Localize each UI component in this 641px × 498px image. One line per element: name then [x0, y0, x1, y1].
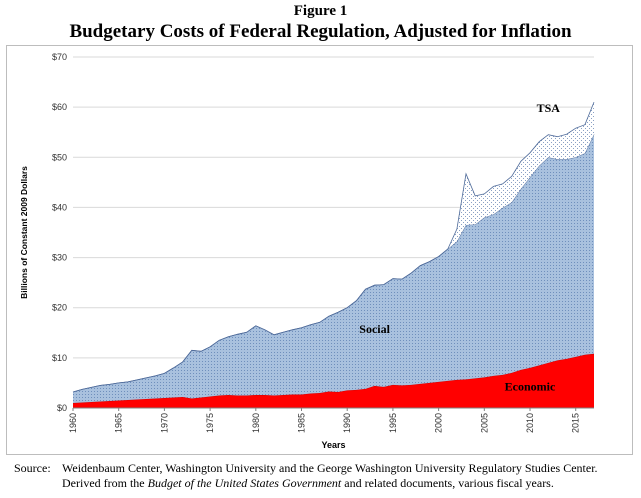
x-tick-label: 2005: [479, 413, 489, 433]
y-tick-label: $10: [52, 353, 67, 363]
axes: $0 $10 $20 $30 $40 $50 $60 $70 1960 1965 1970 1975 1…: [19, 52, 594, 450]
source-line-2a: Derived from the: [62, 476, 148, 490]
y-tick-label: $60: [52, 102, 67, 112]
x-tick-label: 1970: [159, 413, 169, 433]
chart-area: $0 $10 $20 $30 $40 $50 $60 $70 1960 1965 1970 1975 1…: [6, 45, 633, 455]
stacked-area-chart: $0 $10 $20 $30 $40 $50 $60 $70 1960 1965 1970 1975 1…: [19, 52, 595, 450]
economic-label: Economic: [505, 379, 556, 393]
x-tick-label: 1975: [205, 413, 215, 433]
x-tick-label: 2010: [525, 413, 535, 433]
x-tick-label: 1965: [114, 413, 124, 433]
tsa-label: TSA: [537, 101, 561, 115]
area-series: [72, 101, 595, 408]
x-tick-label: 1995: [388, 413, 398, 433]
y-tick-label: $70: [52, 52, 67, 62]
annotations: Economic Social TSA: [359, 101, 560, 393]
tsa-area-outline: [72, 101, 595, 393]
y-tick-label: $20: [52, 303, 67, 313]
x-tick-label: 1990: [342, 413, 352, 433]
social-label: Social: [359, 322, 390, 336]
y-tick-label: $50: [52, 152, 67, 162]
figure-label: Figure 1: [293, 3, 348, 19]
gridlines: [73, 56, 594, 359]
x-tick-label: 1980: [251, 413, 261, 433]
x-tick-label: 1960: [68, 413, 78, 433]
source-line-1: Weidenbaum Center, Washington University…: [62, 461, 598, 475]
social-area: [73, 134, 594, 403]
economic-area: [73, 353, 594, 408]
y-axis-title: Billions of Constant 2009 Dollars: [19, 166, 29, 299]
chart-title: Budgetary Costs of Federal Regulation, A…: [69, 21, 572, 42]
source-note: Source: Weidenbaum Center, Washington Uni…: [14, 461, 634, 491]
y-tick-label: $40: [52, 202, 67, 212]
x-tick-label: 1985: [297, 413, 307, 433]
x-axis-title: Years: [321, 440, 345, 450]
source-line-2-italic: Budget of the United States Government: [147, 476, 342, 490]
y-tick-label: $0: [57, 403, 67, 413]
source-line-2b: and related documents, various fiscal ye…: [341, 476, 554, 490]
y-tick-label: $30: [52, 253, 67, 263]
x-tick-label: 2015: [571, 413, 581, 433]
x-tick-label: 2000: [434, 413, 444, 433]
source-label: Source:: [14, 461, 51, 475]
